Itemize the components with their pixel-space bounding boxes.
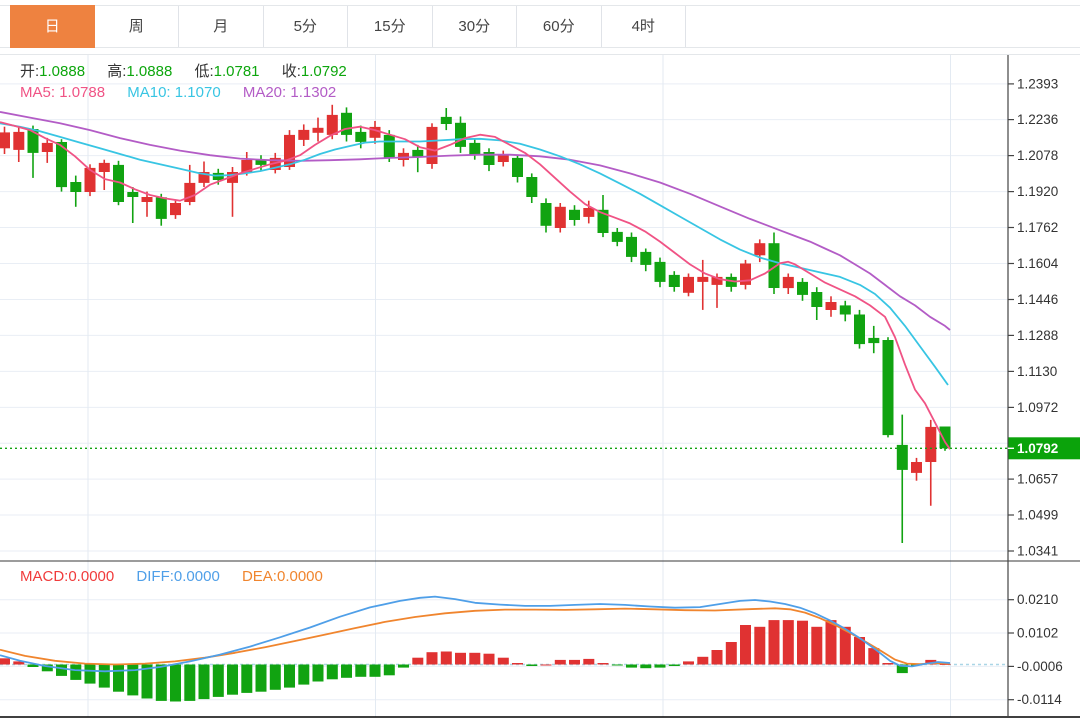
svg-text:1.0341: 1.0341 xyxy=(1017,544,1058,559)
diff-label: DIFF: xyxy=(136,568,174,585)
open-label: 开: xyxy=(20,63,40,80)
ma20-value: 1.1302 xyxy=(290,84,337,101)
svg-text:1.0499: 1.0499 xyxy=(1017,508,1058,523)
high-value: 1.0888 xyxy=(126,63,173,80)
close-label: 收: xyxy=(281,63,301,80)
low-label: 低: xyxy=(194,63,214,80)
dea-label: DEA: xyxy=(241,568,277,585)
timeframe-tab-3[interactable]: 5分 xyxy=(263,6,348,47)
macd-readout: MACD:0.0000 DIFF:0.0000 DEA:0.0000 xyxy=(20,568,341,585)
ma10-value: 1.1070 xyxy=(174,84,221,101)
current-price-badge: 1.0792 xyxy=(1008,437,1080,460)
timeframe-tab-7[interactable]: 4时 xyxy=(601,6,686,47)
ma5-label: MA5: xyxy=(20,84,56,101)
ma-lines xyxy=(0,111,951,450)
open-value: 1.0888 xyxy=(39,63,86,80)
svg-text:1.2393: 1.2393 xyxy=(1017,76,1058,91)
macd-value: 0.0000 xyxy=(68,568,115,585)
svg-text:1.1446: 1.1446 xyxy=(1017,292,1058,307)
timeframe-tabbar: 日周月 5分 15分 30分 60分 4时 xyxy=(0,5,1080,48)
timeframe-tab-1[interactable]: 周 xyxy=(94,6,179,47)
timeframe-tab-6[interactable]: 60分 xyxy=(517,6,602,47)
panel-borders xyxy=(0,54,1080,718)
ma20-label: MA20: xyxy=(242,84,287,101)
svg-text:1.0792: 1.0792 xyxy=(1017,441,1058,456)
high-label: 高: xyxy=(107,63,127,80)
svg-text:1.1604: 1.1604 xyxy=(1017,256,1059,271)
svg-text:1.1130: 1.1130 xyxy=(1017,364,1057,379)
ma-readout: MA5: 1.0788 MA10: 1.1070 MA20: 1.1302 xyxy=(20,84,354,101)
svg-text:1.0972: 1.0972 xyxy=(1017,400,1058,415)
svg-text:-0.0114: -0.0114 xyxy=(1017,692,1062,707)
timeframe-tab-4[interactable]: 15分 xyxy=(348,6,433,47)
svg-text:1.1762: 1.1762 xyxy=(1017,220,1058,235)
svg-text:1.0657: 1.0657 xyxy=(1017,472,1058,487)
low-value: 1.0781 xyxy=(213,63,260,80)
macd-label: MACD: xyxy=(20,568,69,585)
svg-text:-0.0006: -0.0006 xyxy=(1017,659,1063,674)
macd-lines xyxy=(0,595,951,673)
macd-histogram xyxy=(0,620,951,702)
timeframe-tab-0[interactable]: 日 xyxy=(10,5,95,48)
candles xyxy=(0,104,951,543)
ma5-value: 1.0788 xyxy=(59,84,106,101)
svg-text:0.0210: 0.0210 xyxy=(1017,592,1058,607)
svg-text:1.1920: 1.1920 xyxy=(1017,184,1058,199)
ma10-label: MA10: xyxy=(127,84,171,101)
diff-value: 0.0000 xyxy=(173,568,220,585)
timeframe-tab-5[interactable]: 30分 xyxy=(432,6,517,47)
price-axis-labels: 1.2393 1.2236 1.2078 1.1920 1.1762 1.1604 1.14… xyxy=(1008,76,1059,559)
close-value: 1.0792 xyxy=(300,63,347,80)
dea-value: 0.0000 xyxy=(276,568,323,585)
svg-text:1.1288: 1.1288 xyxy=(1017,328,1058,343)
timeframe-tab-2[interactable]: 月 xyxy=(179,6,264,47)
svg-text:0.0102: 0.0102 xyxy=(1017,626,1058,641)
price-gridlines xyxy=(0,83,1008,552)
svg-text:1.2078: 1.2078 xyxy=(1017,148,1058,163)
ohlc-readout: 开:1.0888 高:1.0888 低:1.0781 收:1.0792 xyxy=(20,60,365,81)
svg-text:1.2236: 1.2236 xyxy=(1017,112,1058,127)
macd-axis-labels: 0.0210 0.0102 -0.0006 -0.0114 xyxy=(1008,592,1063,707)
